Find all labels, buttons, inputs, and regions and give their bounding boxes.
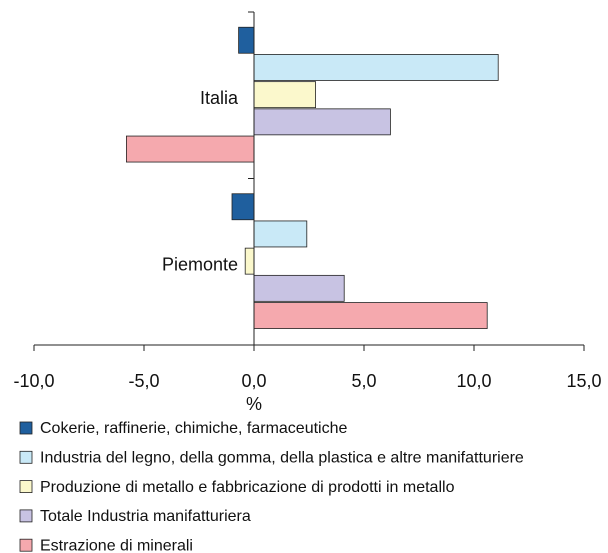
bar [126, 135, 255, 163]
bar [253, 81, 316, 109]
legend-label: Totale Industria manifatturiera [40, 508, 251, 525]
bar [231, 193, 255, 221]
x-tick-label: 15,0 [566, 371, 601, 391]
bar [244, 247, 255, 275]
legend-swatch [19, 480, 33, 494]
x-tick-label: -5,0 [128, 371, 159, 391]
bar [253, 274, 345, 302]
bar [253, 220, 308, 248]
legend-label: Estrazione di minerali [40, 537, 193, 553]
legend-swatch [19, 450, 33, 464]
legend-swatch [19, 538, 33, 552]
legend-label: Cokerie, raffinerie, chimiche, farmaceut… [40, 420, 347, 437]
x-tick-label: -10,0 [13, 371, 54, 391]
bar [253, 302, 488, 329]
legend-swatch [19, 509, 33, 523]
x-tick-label: 0,0 [241, 371, 266, 391]
x-tick-label: 10,0 [456, 371, 491, 391]
legend-swatch [19, 421, 33, 435]
legend-label: Produzione di metallo e fabbricazione di… [40, 479, 455, 496]
category-label: Piemonte [162, 255, 238, 275]
category-label: Italia [200, 88, 239, 108]
bar [238, 26, 255, 54]
legend-label: Industria del legno, della gomma, della … [40, 450, 524, 467]
bar [253, 108, 391, 136]
bar [253, 54, 499, 81]
x-tick-label: 5,0 [351, 371, 376, 391]
x-axis-label: % [246, 394, 262, 414]
